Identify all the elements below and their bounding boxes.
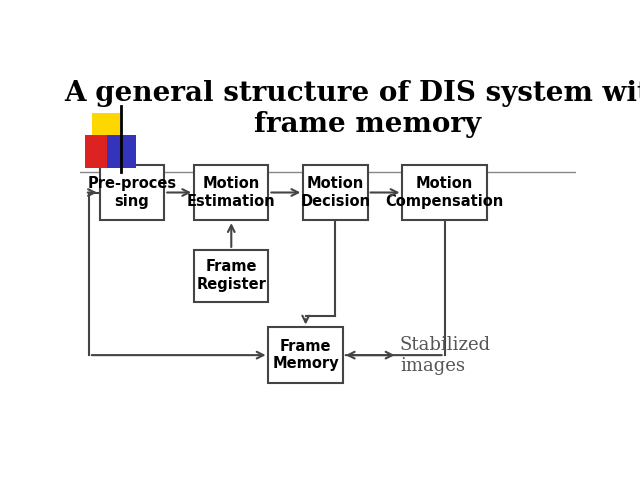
Bar <box>303 165 368 220</box>
Text: Frame
Register: Frame Register <box>196 260 266 292</box>
Text: Motion
Compensation: Motion Compensation <box>385 176 504 209</box>
Bar <box>194 250 269 301</box>
Text: Stabilized
images: Stabilized images <box>400 336 491 374</box>
Text: A general structure of DIS system with
frame memory: A general structure of DIS system with f… <box>65 80 640 138</box>
Bar <box>92 113 121 146</box>
Bar <box>269 327 343 383</box>
Text: Frame
Memory: Frame Memory <box>273 339 339 372</box>
Text: Motion
Decision: Motion Decision <box>300 176 371 209</box>
Bar <box>85 135 114 168</box>
Text: Motion
Estimation: Motion Estimation <box>187 176 276 209</box>
Bar <box>108 135 136 168</box>
Bar <box>403 165 487 220</box>
Bar <box>194 165 269 220</box>
Text: Pre-proces
sing: Pre-proces sing <box>88 176 177 209</box>
Bar <box>100 165 164 220</box>
